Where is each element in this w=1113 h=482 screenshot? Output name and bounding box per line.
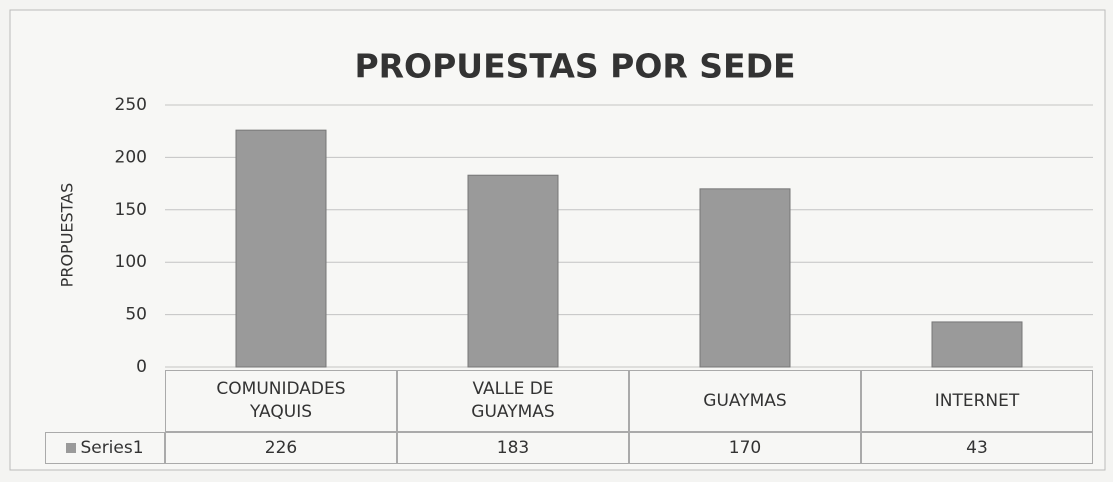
x-tick-label: GUAYMAS — [629, 370, 861, 432]
y-tick-label: 250 — [115, 95, 147, 115]
y-tick-label: 0 — [136, 357, 147, 377]
legend-cell: Series1 — [45, 432, 165, 464]
x-tick-label: VALLE DE GUAYMAS — [397, 370, 629, 432]
bar — [235, 129, 327, 368]
bar — [931, 321, 1023, 368]
chart-title: PROPUESTAS POR SEDE — [354, 47, 795, 86]
x-tick-label: INTERNET — [861, 370, 1093, 432]
legend-key — [66, 443, 77, 453]
data-table-value: 43 — [861, 432, 1093, 464]
data-table-value: 170 — [629, 432, 861, 464]
bar — [467, 174, 559, 368]
legend-label: Series1 — [80, 437, 144, 458]
y-tick-label: 100 — [115, 252, 147, 272]
data-table-value: 226 — [165, 432, 397, 464]
bar — [699, 188, 791, 368]
y-tick-label: 150 — [115, 200, 147, 220]
y-axis-label: PROPUESTAS — [58, 183, 77, 288]
x-tick-label: COMUNIDADES YAQUIS — [165, 370, 397, 432]
y-tick-label: 50 — [125, 305, 147, 325]
data-table-value: 183 — [397, 432, 629, 464]
y-tick-label: 200 — [115, 147, 147, 167]
